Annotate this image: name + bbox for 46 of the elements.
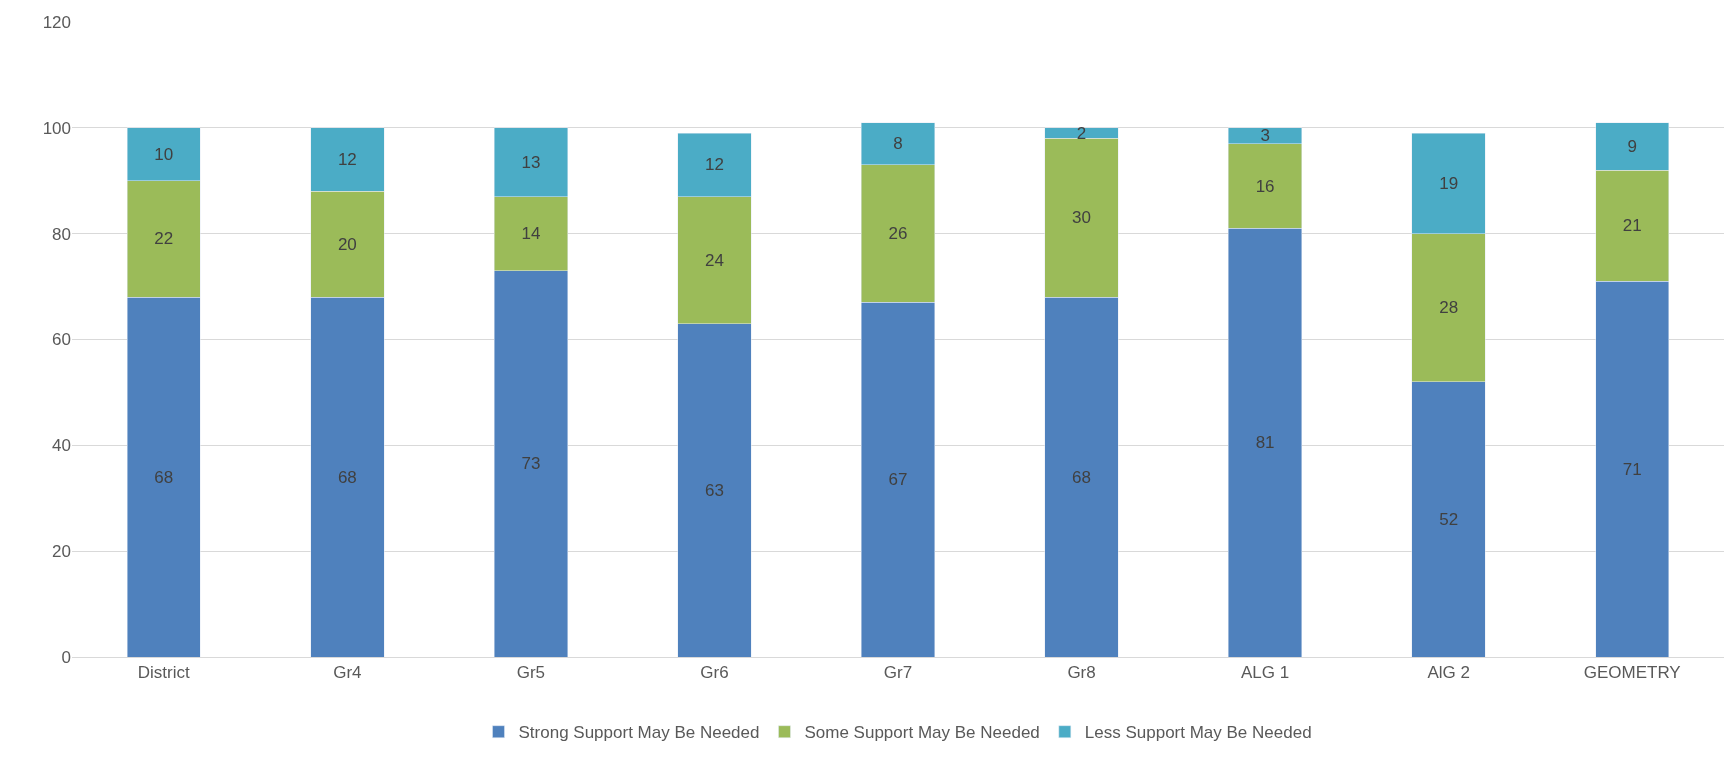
data-label: 30 — [1072, 208, 1092, 228]
data-label: 3 — [1260, 126, 1270, 146]
x-tick-label: GEOMETRY — [1583, 663, 1681, 683]
data-label: 81 — [1255, 433, 1275, 453]
x-tick-label: Gr4 — [333, 663, 362, 683]
data-label: 67 — [888, 470, 908, 490]
data-label: 13 — [521, 152, 541, 172]
data-label: 16 — [1255, 176, 1275, 196]
x-tick-label: ALG 1 — [1241, 663, 1290, 683]
data-label: 24 — [704, 250, 724, 270]
legend-label: Some Support May Be Needed — [804, 723, 1040, 743]
y-tick-label: 80 — [52, 224, 71, 244]
data-label: 12 — [704, 155, 724, 175]
x-tick-label: Gr6 — [700, 663, 729, 683]
data-label: 68 — [1072, 467, 1092, 487]
y-tick-label: 40 — [52, 436, 71, 456]
data-label: 71 — [1622, 459, 1642, 479]
data-label: 28 — [1439, 298, 1459, 318]
data-label: 68 — [337, 467, 357, 487]
y-tick-label: 120 — [42, 12, 71, 32]
legend-label: Less Support May Be Needed — [1084, 723, 1312, 743]
data-label: 63 — [704, 480, 724, 500]
data-label: 22 — [154, 229, 174, 249]
x-tick-label: District — [137, 663, 191, 683]
data-label: 14 — [521, 224, 541, 244]
data-label: 52 — [1439, 509, 1459, 529]
data-label: 19 — [1439, 173, 1459, 193]
legend-label: Strong Support May Be Needed — [518, 723, 760, 743]
x-tick-label: AlG 2 — [1427, 663, 1470, 683]
y-tick-label: 60 — [52, 330, 71, 350]
y-tick-label: 100 — [42, 118, 71, 138]
data-label: 68 — [154, 467, 174, 487]
x-tick-label: Gr7 — [883, 663, 913, 683]
data-label: 20 — [337, 234, 357, 254]
data-label: 26 — [888, 224, 908, 244]
x-tick-label: Gr5 — [516, 663, 546, 683]
x-tick-label: Gr8 — [1067, 663, 1096, 683]
y-tick-label: 20 — [52, 542, 71, 562]
y-tick-label: 0 — [61, 647, 71, 667]
data-label: 73 — [521, 454, 541, 474]
data-label: 12 — [337, 150, 357, 170]
data-label: 21 — [1622, 216, 1642, 236]
data-label: 2 — [1076, 123, 1087, 143]
data-label: 9 — [1627, 136, 1637, 156]
data-label: 8 — [893, 134, 903, 154]
data-label: 10 — [154, 144, 174, 164]
